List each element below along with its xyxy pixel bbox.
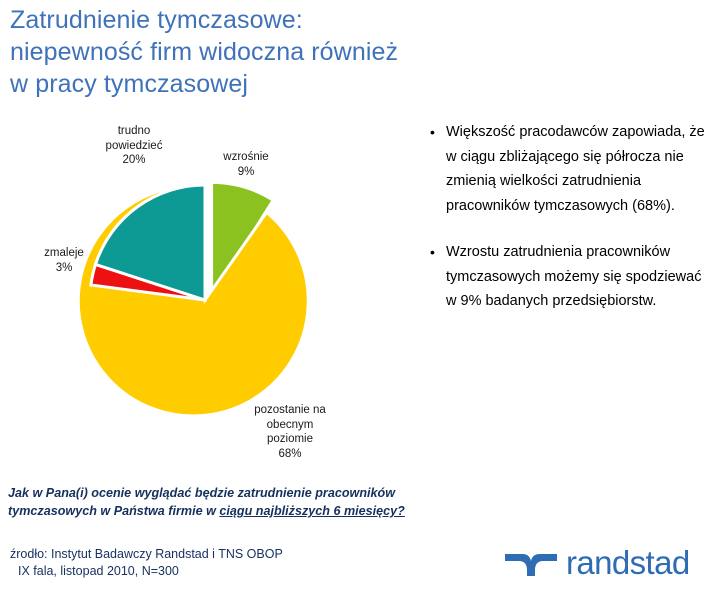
- pie-label-wzrosnie-name: wzrośnie: [223, 151, 269, 163]
- pie-label-trudno-value: 20%: [122, 154, 146, 166]
- randstad-shoulder-icon: [505, 554, 557, 576]
- pie-label-wzrosnie: wzrośnie 9%: [198, 150, 294, 179]
- pie-chart-svg: [76, 180, 310, 418]
- pie-label-zmaleje-name: zmaleje: [44, 247, 84, 259]
- bullet-item-1: • Większość pracodawców zapowiada, że w …: [430, 120, 710, 218]
- pie-label-wzrosnie-value: 9%: [237, 165, 255, 178]
- pie-slice-trudno[interactable]: [93, 183, 207, 303]
- pie-label-trudno-line2: powiedzieć: [105, 139, 163, 152]
- footer-source: źrodło: Instytut Badawczy Randstad i TNS…: [10, 546, 283, 580]
- pie-chart: trudno powiedzieć 20% wzrośnie 9% zmalej…: [0, 108, 420, 468]
- pie-label-trudno: trudno powiedzieć 20%: [78, 124, 190, 168]
- randstad-wordmark: randstad: [566, 544, 690, 581]
- page-title: Zatrudnienie tymczasowe: niepewność firm…: [10, 4, 530, 100]
- bullet-dot-icon: •: [430, 124, 435, 140]
- pie-label-pozostanie-line3: poziomie: [266, 433, 314, 445]
- pie-label-pozostanie-value: 68%: [278, 447, 302, 460]
- footer-source-line-2: IX fala, listopad 2010, N=300: [18, 564, 179, 578]
- bullet-list: • Większość pracodawców zapowiada, że w …: [430, 120, 710, 336]
- page-title-line-1: Zatrudnienie tymczasowe:: [10, 6, 303, 34]
- pie-label-pozostanie-line2: obecnym: [266, 418, 314, 431]
- bullet-dot-icon: •: [430, 244, 435, 260]
- pie-label-zmaleje-value: 3%: [55, 261, 73, 274]
- page-title-line-3: w pracy tymczasowej: [10, 70, 249, 98]
- chart-question: Jak w Pana(i) ocenie wyglądać będzie zat…: [8, 484, 420, 520]
- pie-label-zmaleje: zmaleje 3%: [18, 246, 110, 275]
- footer-source-line-1: źrodło: Instytut Badawczy Randstad i TNS…: [10, 547, 283, 561]
- page-title-line-2: niepewność firm widoczna również: [10, 38, 399, 66]
- bullet-text-1: Większość pracodawców zapowiada, że w ci…: [446, 124, 705, 214]
- bullet-text-2: Wzrostu zatrudnienia pracowników tymczas…: [446, 244, 702, 309]
- randstad-logo: randstad: [504, 544, 714, 587]
- pie-label-pozostanie-line1: pozostanie na: [254, 404, 326, 416]
- bullet-item-2: • Wzrostu zatrudnienia pracowników tymcz…: [430, 240, 710, 314]
- pie-label-trudno-line1: trudno: [117, 125, 151, 137]
- chart-question-text: Jak w Pana(i) ocenie wyglądać będzie zat…: [8, 486, 396, 518]
- chart-question-period: ciągu najbliższych 6 miesięcy?: [219, 504, 405, 518]
- pie-label-pozostanie: pozostanie na obecnym poziomie 68%: [222, 403, 358, 461]
